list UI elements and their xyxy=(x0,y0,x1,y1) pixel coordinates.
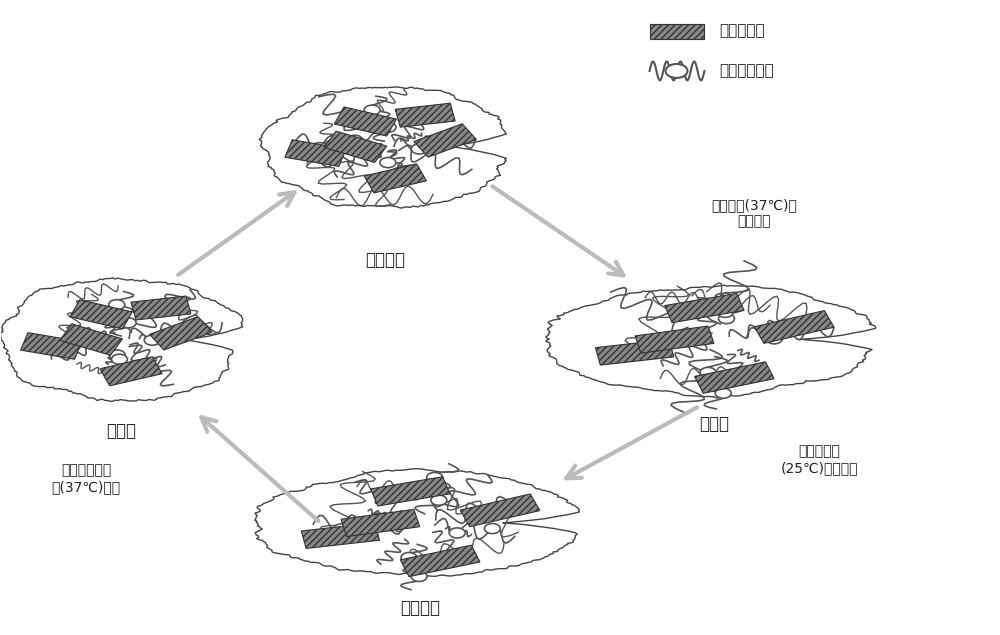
Text: 變形后: 變形后 xyxy=(699,415,729,434)
Bar xyxy=(754,311,834,344)
Circle shape xyxy=(380,122,396,132)
Bar xyxy=(395,104,455,127)
Text: 人體溫度(37℃)下
拉伸變形: 人體溫度(37℃)下 拉伸變形 xyxy=(711,198,797,229)
Circle shape xyxy=(396,169,412,179)
Bar xyxy=(21,333,82,359)
Circle shape xyxy=(715,388,731,398)
Bar xyxy=(371,477,450,506)
Bar xyxy=(635,326,714,353)
Bar xyxy=(364,164,426,193)
FancyArrowPatch shape xyxy=(201,417,318,521)
Text: 回復后: 回復后 xyxy=(106,422,136,440)
FancyArrowPatch shape xyxy=(178,192,294,275)
Bar xyxy=(695,362,774,393)
Circle shape xyxy=(111,354,127,364)
Circle shape xyxy=(670,335,686,345)
Bar xyxy=(285,140,346,166)
Circle shape xyxy=(411,144,427,154)
Bar xyxy=(414,124,476,157)
Circle shape xyxy=(109,350,125,360)
Circle shape xyxy=(347,135,363,145)
Circle shape xyxy=(371,513,386,523)
Text: 升溫至人體溫
度(37℃)回復: 升溫至人體溫 度(37℃)回復 xyxy=(52,464,121,494)
Bar xyxy=(100,357,162,386)
Circle shape xyxy=(700,368,716,377)
Circle shape xyxy=(799,321,815,331)
Bar xyxy=(60,324,122,356)
Circle shape xyxy=(65,339,81,349)
Bar xyxy=(460,494,540,526)
Bar xyxy=(301,523,380,549)
Circle shape xyxy=(660,337,676,347)
Text: 聚碳酸亞丙酯: 聚碳酸亞丙酯 xyxy=(719,64,774,79)
Circle shape xyxy=(484,523,500,533)
Text: 結晶聚合物: 結晶聚合物 xyxy=(719,23,765,39)
Bar xyxy=(341,509,420,537)
Circle shape xyxy=(718,314,734,324)
Circle shape xyxy=(431,495,447,505)
Circle shape xyxy=(144,335,160,345)
Circle shape xyxy=(80,335,96,345)
FancyArrowPatch shape xyxy=(566,407,697,478)
Bar xyxy=(150,317,212,350)
Text: 降溫至室溫
(25℃)固定形狀: 降溫至室溫 (25℃)固定形狀 xyxy=(780,444,858,475)
Bar xyxy=(70,300,132,329)
Circle shape xyxy=(401,552,417,563)
Circle shape xyxy=(160,330,176,340)
Bar xyxy=(334,107,396,136)
Bar xyxy=(324,131,387,163)
Bar xyxy=(665,293,744,323)
Circle shape xyxy=(442,132,458,142)
FancyArrowPatch shape xyxy=(492,186,623,276)
Text: 初始形狀: 初始形狀 xyxy=(365,251,405,269)
Circle shape xyxy=(449,528,465,538)
Circle shape xyxy=(717,307,733,318)
Circle shape xyxy=(380,157,396,168)
Circle shape xyxy=(120,318,136,328)
Text: 臨時形狀: 臨時形狀 xyxy=(400,599,440,617)
Circle shape xyxy=(411,572,427,582)
Bar xyxy=(131,296,191,320)
Bar xyxy=(595,340,674,365)
FancyBboxPatch shape xyxy=(650,23,704,39)
Circle shape xyxy=(109,300,125,310)
Circle shape xyxy=(364,105,380,115)
Circle shape xyxy=(427,472,443,483)
Circle shape xyxy=(312,143,328,153)
Bar xyxy=(400,545,480,577)
Circle shape xyxy=(666,64,687,78)
Circle shape xyxy=(766,334,782,344)
Circle shape xyxy=(333,524,349,534)
